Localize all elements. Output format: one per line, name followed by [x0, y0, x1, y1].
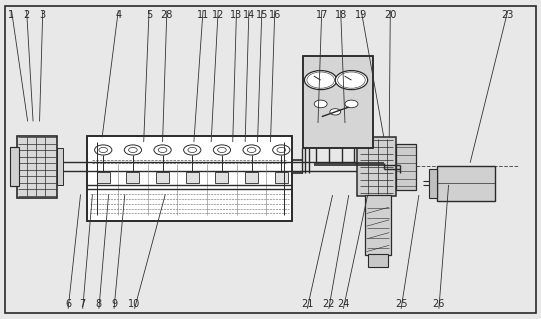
- Bar: [428, 169, 437, 197]
- Text: 17: 17: [315, 10, 328, 20]
- Text: 22: 22: [322, 299, 335, 309]
- Text: 4: 4: [115, 10, 121, 20]
- Text: 16: 16: [269, 10, 281, 20]
- Bar: [17, 136, 57, 197]
- Bar: [365, 195, 391, 255]
- Bar: [10, 147, 18, 187]
- Text: 5: 5: [146, 10, 152, 20]
- Bar: [156, 172, 169, 183]
- Text: 11: 11: [197, 10, 209, 20]
- Text: 1: 1: [9, 10, 15, 20]
- Text: 10: 10: [128, 299, 141, 309]
- Bar: [87, 136, 292, 221]
- Text: 20: 20: [384, 10, 397, 20]
- Text: 3: 3: [39, 10, 46, 20]
- Text: 8: 8: [96, 299, 102, 309]
- Bar: [245, 172, 258, 183]
- Text: 24: 24: [337, 299, 349, 309]
- Circle shape: [305, 70, 337, 90]
- Bar: [57, 148, 63, 185]
- Bar: [186, 172, 199, 183]
- Text: 19: 19: [355, 10, 367, 20]
- Bar: [303, 56, 373, 148]
- Bar: [303, 56, 373, 148]
- Text: 14: 14: [243, 10, 255, 20]
- Text: 2: 2: [23, 10, 30, 20]
- Circle shape: [345, 100, 358, 108]
- Bar: [127, 172, 140, 183]
- Text: 25: 25: [395, 299, 407, 309]
- Text: 6: 6: [65, 299, 71, 309]
- Text: 28: 28: [161, 10, 173, 20]
- Bar: [437, 166, 495, 201]
- Text: 15: 15: [256, 10, 268, 20]
- Circle shape: [330, 109, 341, 115]
- Text: 26: 26: [433, 299, 445, 309]
- Bar: [215, 172, 228, 183]
- Text: 18: 18: [334, 10, 347, 20]
- Text: 21: 21: [301, 299, 313, 309]
- Text: 13: 13: [230, 10, 242, 20]
- Circle shape: [314, 100, 327, 108]
- Text: 12: 12: [212, 10, 225, 20]
- Bar: [357, 137, 395, 196]
- Text: 7: 7: [80, 299, 86, 309]
- Text: 9: 9: [111, 299, 117, 309]
- Bar: [395, 144, 416, 190]
- Bar: [87, 136, 292, 221]
- Circle shape: [335, 70, 368, 90]
- Bar: [97, 172, 110, 183]
- Text: 23: 23: [502, 10, 514, 20]
- Bar: [275, 172, 288, 183]
- Bar: [368, 254, 388, 268]
